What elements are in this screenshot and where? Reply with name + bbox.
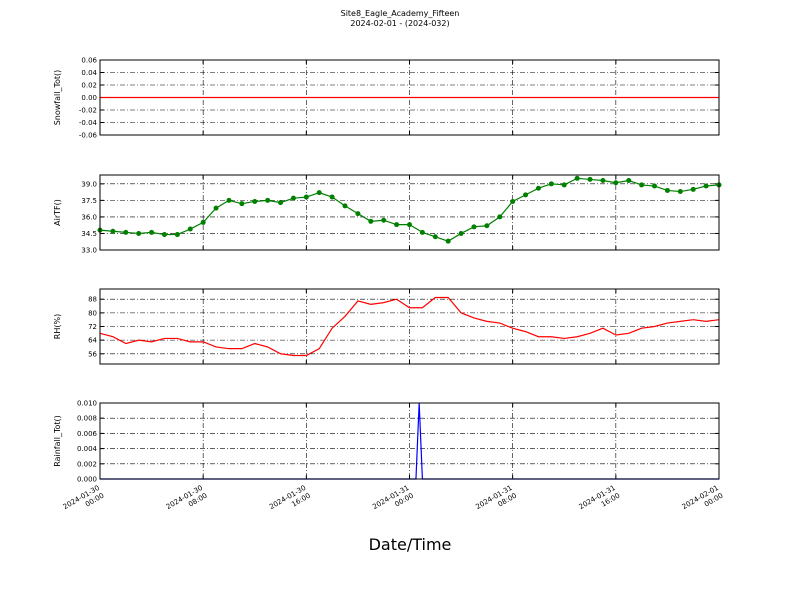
data-point (278, 200, 284, 206)
y-axis-label: Rainfall_Tot() (53, 415, 62, 467)
y-tick-label: 0.006 (77, 430, 98, 438)
data-point (342, 203, 348, 209)
data-point (690, 186, 696, 192)
data-point (523, 192, 529, 198)
data-point (484, 223, 490, 229)
y-tick-label: 72 (88, 323, 97, 331)
data-point (419, 229, 425, 235)
data-line (99, 296, 720, 357)
y-tick-label: 36.0 (81, 213, 97, 221)
data-point (149, 229, 155, 235)
data-point (664, 187, 670, 193)
y-tick-label: 34.5 (81, 230, 97, 238)
data-point (187, 226, 193, 232)
data-point (535, 185, 541, 191)
y-tick-label: 37.5 (81, 197, 97, 205)
data-point (510, 198, 516, 204)
y-tick-label: -0.06 (79, 132, 98, 140)
data-point (548, 181, 554, 187)
data-point (110, 228, 116, 234)
y-tick-label: 0.06 (81, 57, 97, 65)
data-point (200, 219, 206, 225)
data-point (497, 214, 503, 220)
data-point (355, 211, 361, 217)
y-tick-label: 56 (88, 350, 97, 358)
x-tick-label: 2024-01-3016:00 (268, 484, 312, 519)
data-point (303, 194, 309, 200)
y-tick-label: -0.04 (79, 119, 98, 127)
data-point (613, 180, 619, 186)
axes-frame (99, 288, 720, 365)
y-tick-label: 0.008 (77, 415, 97, 423)
y-tick-label: -0.02 (79, 107, 97, 115)
x-tick-label: 2024-01-3108:00 (474, 484, 518, 519)
data-point (368, 218, 374, 224)
y-tick-label: 0.00 (81, 94, 97, 102)
data-point (652, 183, 658, 189)
y-axis-label: RH(%) (53, 314, 62, 339)
y-tick-label: 0.010 (77, 400, 97, 408)
subplot: -0.06 -0.04 -0.02 0.00 0.02 0.04 0.06 Snowfall_… (53, 57, 720, 140)
y-tick-label: 39.0 (81, 180, 97, 188)
subplot: 0.000 0.002 0.004 0.006 0.008 0.010 2024-01-30… (53, 400, 725, 519)
data-point (123, 229, 129, 235)
data-point (574, 175, 580, 181)
data-point (329, 194, 335, 200)
data-point (561, 182, 567, 188)
axes-frame (99, 174, 720, 251)
y-tick-label: 80 (88, 309, 97, 317)
data-point (471, 224, 477, 230)
y-tick-label: 64 (88, 337, 97, 345)
data-point (677, 189, 683, 195)
y-tick-label: 0.000 (77, 476, 97, 484)
data-point (252, 198, 258, 204)
y-tick-label: 0.04 (81, 69, 97, 77)
axes-frame (99, 59, 720, 136)
x-tick-label: 2024-01-3100:00 (371, 484, 415, 519)
figure-subtitle: 2024-02-01 - (2024-032) (350, 19, 449, 28)
data-point (213, 205, 219, 211)
x-tick-label: 2024-01-3008:00 (165, 484, 209, 519)
y-tick-label: 0.02 (81, 82, 97, 90)
data-point (394, 222, 400, 228)
data-point (458, 230, 464, 236)
data-point (136, 230, 142, 236)
data-point (432, 234, 438, 240)
y-tick-label: 33.0 (81, 247, 97, 255)
data-point (626, 178, 632, 184)
figure-title: Site8_Eagle_Academy_Fifteen (341, 9, 460, 18)
x-axis-label: Date/Time (369, 535, 452, 554)
data-point (226, 197, 232, 203)
data-point (290, 195, 296, 201)
data-point (381, 217, 387, 223)
data-point (316, 190, 322, 196)
axes-frame (99, 402, 720, 480)
data-point (587, 176, 593, 182)
data-point (600, 178, 606, 184)
x-tick-label: 2024-02-0100:00 (681, 484, 725, 519)
data-point (174, 232, 180, 238)
data-point (161, 232, 167, 238)
y-tick-label: 0.004 (77, 445, 98, 453)
y-axis-label: AirTF() (53, 199, 62, 226)
y-tick-label: 88 (88, 296, 97, 304)
y-tick-label: 0.002 (77, 460, 97, 468)
data-point (239, 201, 245, 207)
x-tick-label: 2024-01-3000:00 (62, 484, 106, 519)
x-tick-label: 2024-01-3116:00 (578, 484, 622, 519)
y-axis-label: Snowfall_Tot() (53, 70, 62, 126)
data-point (445, 238, 451, 244)
data-point (703, 183, 709, 189)
subplot: 56 64 72 80 88 RH(%) (53, 288, 720, 365)
subplot: 33.0 34.5 36.0 37.5 39.0 AirTF() (53, 174, 722, 255)
data-point (639, 182, 645, 188)
data-point (265, 197, 271, 203)
data-point (407, 222, 412, 228)
